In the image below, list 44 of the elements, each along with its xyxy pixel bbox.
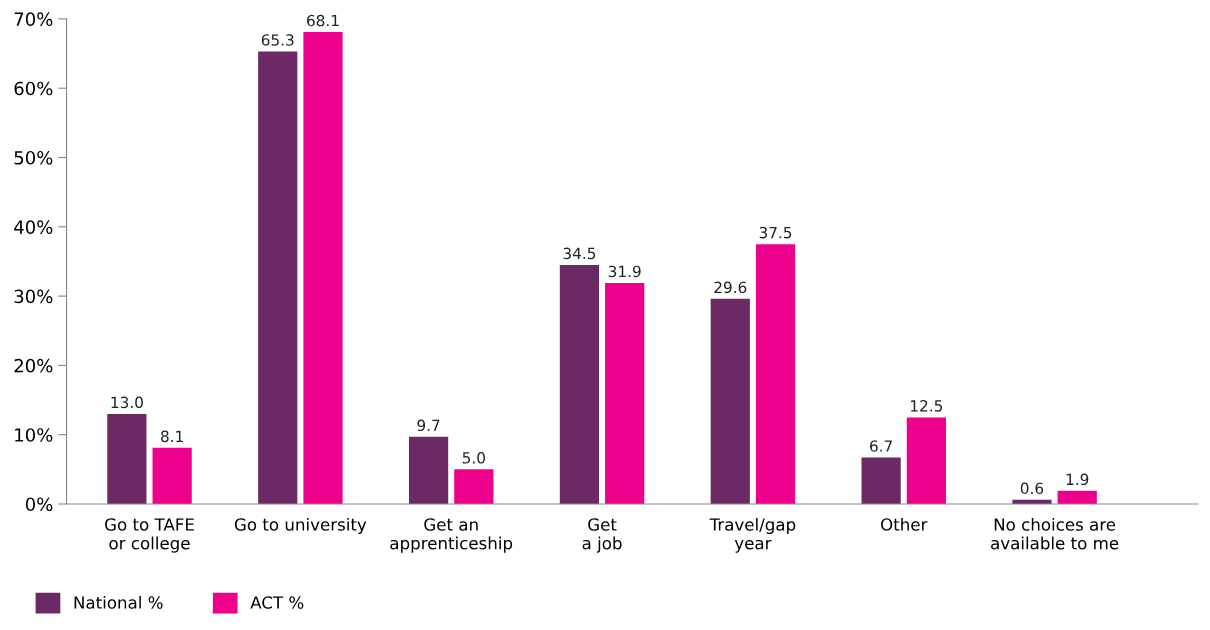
bar	[861, 457, 901, 504]
y-tick-label: 10%	[15, 428, 53, 442]
x-tick-label: Go to university	[234, 517, 367, 535]
bar	[605, 282, 645, 504]
data-label: 37.5	[759, 226, 792, 239]
bar	[559, 264, 600, 504]
y-tick-label: 30%	[14, 289, 53, 304]
bar	[408, 436, 449, 504]
x-tick-label: Get a job	[582, 518, 622, 553]
data-label: 0.6	[1020, 482, 1044, 495]
data-label: 31.9	[608, 265, 641, 278]
bar	[454, 469, 494, 504]
bar	[710, 298, 750, 504]
x-tick-label: Go to TAFE or college	[105, 518, 194, 553]
y-tick-label: 40%	[14, 220, 53, 234]
data-label: 5.0	[462, 452, 485, 464]
data-label: 9.7	[417, 419, 440, 432]
data-label: 8.1	[161, 430, 183, 443]
data-label: 34.5	[563, 247, 596, 260]
bar	[755, 244, 796, 504]
bar	[258, 51, 298, 504]
data-label: 1.9	[1066, 473, 1089, 486]
x-tick-label: No choices are available to me	[991, 517, 1119, 550]
legend-label: ACT %	[250, 596, 304, 609]
data-label: 65.3	[261, 34, 294, 46]
y-tick-label: 60%	[14, 81, 53, 96]
y-tick-label: 20%	[14, 358, 53, 373]
data-label: 6.7	[870, 440, 892, 452]
data-label: 29.6	[714, 281, 747, 294]
x-tick-label: Get an apprenticeship	[390, 518, 513, 553]
bar	[107, 413, 147, 504]
data-label: 13.0	[111, 396, 143, 409]
y-tick-label: 70%	[14, 12, 53, 27]
legend-label: National %	[74, 595, 163, 609]
bar	[1057, 490, 1097, 504]
x-tick-label: Travel/gap year	[709, 517, 796, 553]
x-tick-label: Other	[881, 517, 928, 531]
y-tick-label: 0%	[25, 497, 53, 512]
data-label: 68.1	[307, 14, 339, 27]
y-tick-label: 50%	[14, 150, 53, 165]
data-label: 12.5	[911, 400, 943, 412]
bar	[906, 417, 946, 504]
bar	[152, 447, 192, 504]
bar	[303, 32, 343, 504]
